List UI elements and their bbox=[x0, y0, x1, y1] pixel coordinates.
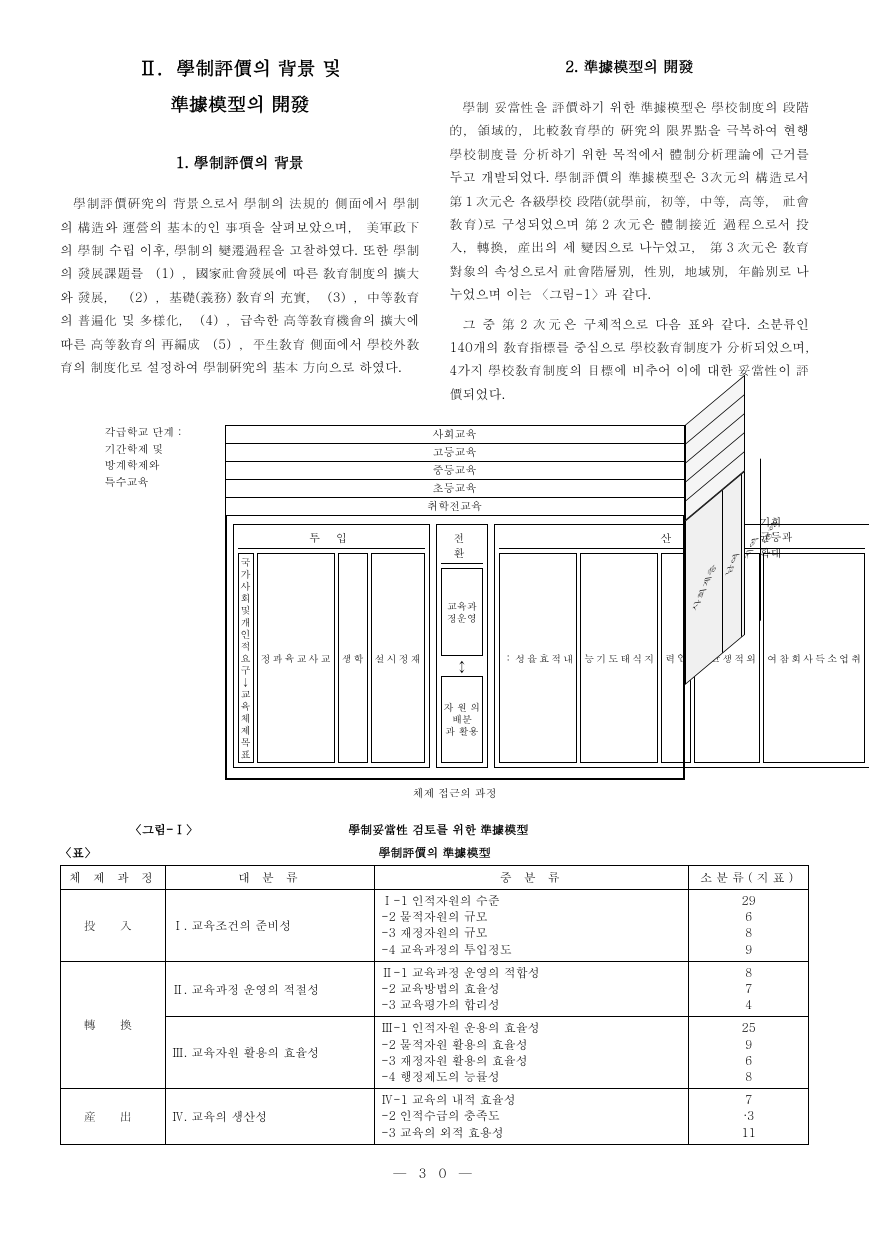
page-number: — 3 0 — bbox=[60, 1163, 809, 1182]
process-box-2: 자 원 의배분과 활용 bbox=[441, 676, 484, 764]
input-head: 투 입 bbox=[238, 529, 425, 549]
figure-label: 〈그림-Ⅰ〉 bbox=[130, 821, 198, 838]
cell-major-3: Ⅲ. 교육자원 활용의 효율성 bbox=[165, 1017, 374, 1089]
process-section: 전 환 교육과정운영 ↕ 자 원 의배분과 활용 bbox=[436, 524, 489, 768]
cell-proc-transform: 轉 換 bbox=[61, 961, 166, 1088]
table-tag: 〈표〉 bbox=[60, 844, 130, 861]
cell-mid-1: Ⅰ-1 인적자원의 수준 -2 물적자원의 규모 -3 재정자원의 규모 -4 … bbox=[375, 890, 689, 962]
output-box-2: 지식태도기능 bbox=[580, 553, 658, 763]
cell-cnt-4: 7 ·3 11 bbox=[689, 1089, 809, 1145]
chapter-title: Ⅱ．學制評價의 背景 및準據模型의 開發 bbox=[60, 50, 420, 122]
paragraph-3: 그 중 第２次元은 구체적으로 다음 표와 같다. 소분류인 140개의 敎育指… bbox=[450, 312, 810, 406]
layer-higher: 고등교육 bbox=[226, 444, 684, 462]
layer-preschool: 취학전교육 bbox=[226, 498, 684, 515]
output-box-1: 내적효율성: bbox=[499, 553, 577, 763]
table-row: 投 入 Ⅰ. 교육조건의 준비성 Ⅰ-1 인적자원의 수준 -2 물적자원의 규… bbox=[61, 890, 809, 962]
left-column: Ⅱ．學制評價의 背景 및準據模型의 開發 1. 學制評價의 背景 學制評價硏究의… bbox=[60, 50, 420, 405]
output-section: 산 출 내적효율성: 지식태도기능 인력 외적생산: 취업소득사회참여 bbox=[494, 524, 869, 768]
figure-title: 學制妥當性 검토를 위한 準據模型 bbox=[348, 821, 528, 838]
table-header-row: 체 제 과 정 대 분 류 중 분 류 소분류(지표) bbox=[61, 866, 809, 890]
output-head: 산 출 bbox=[499, 529, 865, 549]
cell-major-2: Ⅱ. 교육과정 운영의 적절성 bbox=[165, 961, 374, 1017]
th-middle: 중 분 류 bbox=[375, 866, 689, 890]
arrow-icon: ↕ bbox=[441, 659, 484, 673]
cell-cnt-2: 8 7 4 bbox=[689, 961, 809, 1017]
criteria-model-table: 체 제 과 정 대 분 류 중 분 류 소분류(지표) 投 入 Ⅰ. 교육조건의… bbox=[60, 865, 809, 1145]
th-major: 대 분 류 bbox=[165, 866, 374, 890]
layer-secondary: 중등교육 bbox=[226, 462, 684, 480]
cell-proc-output: 産 出 bbox=[61, 1089, 166, 1145]
cell-cnt-1: 29 6 8 9 bbox=[689, 890, 809, 962]
table-title-row: 〈표〉 學制評價의 準據模型 bbox=[60, 844, 809, 861]
axis3-label-3: 지역 bbox=[740, 535, 761, 560]
axis3-label-4: 연령 bbox=[759, 519, 780, 544]
cell-proc-input: 投 入 bbox=[61, 890, 166, 962]
input-box-3: 학생 bbox=[338, 553, 368, 763]
table-row: Ⅲ. 교육자원 활용의 효율성 Ⅲ-1 인적자원 운용의 효율성 -2 물적자원… bbox=[61, 1017, 809, 1089]
figure-caption: 〈그림-Ⅰ〉 學制妥當性 검토를 위한 準據模型 bbox=[130, 821, 739, 838]
input-box-2: 교사교육과정 bbox=[257, 553, 335, 763]
school-level-layers: 사회교육 고등교육 중등교육 초등교육 취학전교육 bbox=[225, 425, 685, 516]
cell-cnt-3: 25 9 6 8 bbox=[689, 1017, 809, 1089]
input-box-4: 재정시설 bbox=[371, 553, 425, 763]
layer-social: 사회교육 bbox=[226, 426, 684, 444]
two-column-layout: Ⅱ．學制評價의 背景 및準據模型의 開發 1. 學制評價의 背景 學制評價硏究의… bbox=[60, 50, 809, 405]
cell-mid-3: Ⅲ-1 인적자원 운용의 효율성 -2 물적자원 활용의 효율성 -3 재정자원… bbox=[375, 1017, 689, 1089]
section-1-title: 1. 學制評價의 背景 bbox=[60, 152, 420, 173]
cell-mid-2: Ⅱ-1 교육과정 운영의 적합성 -2 교육방법의 효율성 -3 교육평가의 합… bbox=[375, 961, 689, 1017]
cube-front-face: 투 입 국가사회및개인적요구↓교육체제목표 교사교육과정 학생 재정시설 전 환… bbox=[225, 516, 685, 780]
table-body: 投 入 Ⅰ. 교육조건의 준비성 Ⅰ-1 인적자원의 수준 -2 물적자원의 규… bbox=[61, 890, 809, 1145]
cell-major-1: Ⅰ. 교육조건의 준비성 bbox=[165, 890, 374, 962]
figure-1-diagram: 각급학교 단계 :기간학제 및방계학제와특수교육 기회균등과확대 사회계층 남여… bbox=[115, 425, 755, 801]
th-process: 체 제 과 정 bbox=[61, 866, 166, 890]
axis3-label-1: 사회계층 bbox=[688, 563, 719, 611]
diagram-left-annotation: 각급학교 단계 :기간학제 및방계학제와특수교육 bbox=[105, 425, 215, 491]
table-row: 轉 換 Ⅱ. 교육과정 운영의 적절성 Ⅱ-1 교육과정 운영의 적합성 -2 … bbox=[61, 961, 809, 1017]
table-row: 産 出 Ⅳ. 교육의 생산성 Ⅳ-1 교육의 내적 효율성 -2 인적수급의 충… bbox=[61, 1089, 809, 1145]
axis3-label-2: 남여 bbox=[721, 551, 742, 576]
process-head: 전 환 bbox=[441, 529, 484, 564]
paragraph-1: 學制評價硏究의 背景으로서 學制의 法規的 側面에서 學制의 構造와 運營의 基… bbox=[60, 191, 420, 378]
right-column: 2. 準據模型의 開發 學制 妥當性을 評價하기 위한 準據模型은 學校制度의 … bbox=[450, 50, 810, 405]
input-box-1: 국가사회및개인적요구↓교육체제목표 bbox=[238, 553, 254, 763]
th-minor: 소분류(지표) bbox=[689, 866, 809, 890]
cell-major-4: Ⅳ. 교육의 생산성 bbox=[165, 1089, 374, 1145]
section-2-title: 2. 準據模型의 開發 bbox=[450, 56, 810, 77]
table-title: 學制評價의 準據模型 bbox=[130, 844, 739, 861]
input-section: 투 입 국가사회및개인적요구↓교육체제목표 교사교육과정 학생 재정시설 bbox=[233, 524, 430, 768]
process-box-1: 교육과정운영 bbox=[441, 568, 484, 656]
paragraph-2: 學制 妥當性을 評價하기 위한 準據模型은 學校制度의 段階的，領域的，比較敎育… bbox=[450, 95, 810, 306]
diagram-bottom-caption: 체제 접근의 과정 bbox=[225, 786, 685, 801]
cell-mid-4: Ⅳ-1 교육의 내적 효율성 -2 인적수급의 충족도 -3 교육의 외적 효용… bbox=[375, 1089, 689, 1145]
layer-elementary: 초등교육 bbox=[226, 480, 684, 498]
cube-model: 사회계층 남여 지역 연령 사회교육 고등교육 중등교육 초등교육 취학전교육 … bbox=[225, 425, 685, 801]
